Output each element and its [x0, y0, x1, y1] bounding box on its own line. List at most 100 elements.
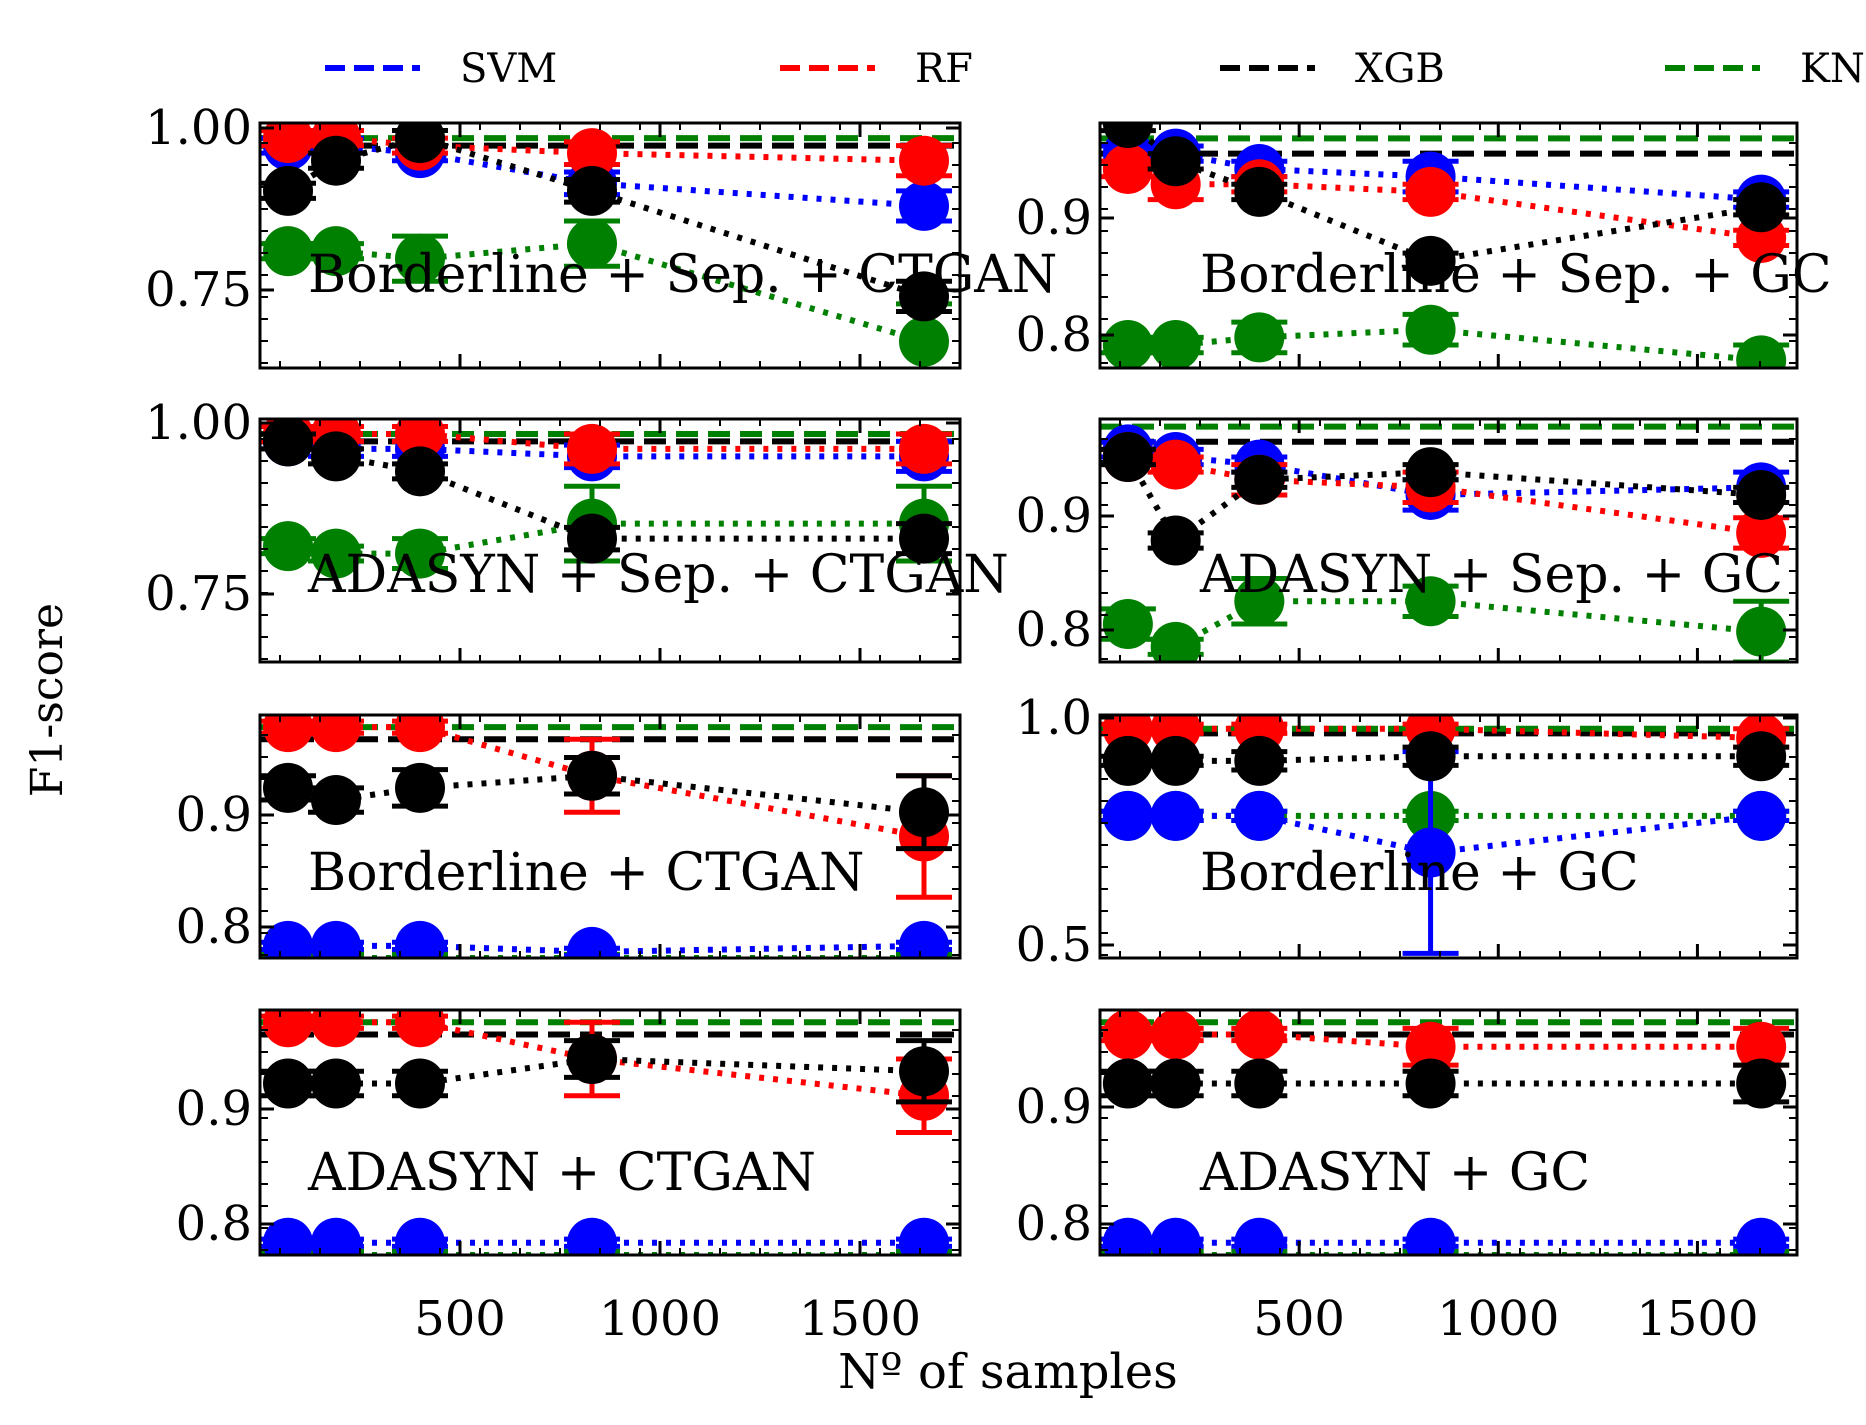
x-tick-label: 1500 — [1636, 1291, 1758, 1347]
panel-frame — [1098, 713, 1799, 960]
point-xgb — [263, 762, 313, 813]
panel-title: ADASYN + CTGAN — [307, 1143, 816, 1203]
point-xgb — [1234, 735, 1285, 786]
point-knn — [1102, 320, 1153, 368]
plot-area — [1100, 423, 1797, 662]
point-knn — [311, 528, 361, 579]
point-xgb — [263, 165, 313, 216]
point-knn — [1234, 576, 1285, 627]
y-tick-label: 1.0 — [1016, 690, 1092, 746]
point-knn — [1234, 312, 1285, 363]
point-svm — [311, 920, 361, 958]
point-svm — [1405, 1217, 1456, 1255]
point-knn — [1405, 304, 1456, 355]
panel-title: ADASYN + Sep. + CTGAN — [307, 545, 1009, 605]
point-svm — [899, 180, 949, 231]
point-xgb — [1405, 447, 1456, 498]
x-tick-label: 1000 — [599, 1291, 721, 1347]
point-xgb — [899, 271, 949, 322]
panel-frame — [258, 1008, 962, 1257]
point-xgb — [395, 123, 445, 164]
point-rf — [1102, 1010, 1153, 1060]
point-xgb — [899, 513, 949, 564]
point-xgb — [567, 750, 617, 801]
point-rf — [1234, 1010, 1285, 1060]
point-xgb — [1150, 735, 1201, 786]
panel-title: ADASYN + Sep. + GC — [1199, 545, 1783, 605]
panel-6: 1.0 0.5 Borderline + GC — [1016, 690, 1799, 973]
panel-frame — [258, 121, 962, 370]
point-svm — [567, 1217, 617, 1255]
point-rf — [1405, 166, 1456, 217]
x-tick-label: 1500 — [799, 1291, 921, 1347]
y-tick-label: 0.8 — [176, 1196, 252, 1252]
point-rf — [263, 1010, 313, 1048]
point-rf — [1736, 1021, 1787, 1072]
point-xgb — [1102, 123, 1153, 148]
legend-label-xgb: XGB — [1355, 46, 1445, 92]
point-xgb — [1102, 1058, 1153, 1109]
point-xgb — [263, 419, 313, 467]
point-knn — [311, 226, 361, 277]
point-svm — [263, 1217, 313, 1255]
y-tick-label: 0.8 — [1016, 1196, 1092, 1252]
plot-area — [1100, 1010, 1797, 1255]
point-rf — [567, 128, 617, 179]
plot-area — [260, 419, 960, 579]
point-svm — [1736, 790, 1787, 841]
panel-frame — [1098, 417, 1799, 664]
point-svm — [311, 1217, 361, 1255]
y-tick-label: 0.9 — [1016, 1079, 1092, 1135]
panel-title: Borderline + Sep. + CTGAN — [308, 245, 1057, 305]
plot-area — [260, 715, 960, 958]
point-xgb — [1150, 136, 1201, 187]
point-xgb — [395, 1058, 445, 1109]
panel-5: 0.9 0.8 Borderline + CTGAN — [176, 713, 962, 960]
plot-area — [1100, 715, 1797, 956]
point-svm — [1102, 790, 1153, 841]
point-rf — [1405, 1021, 1456, 1072]
panel-title: Borderline + Sep. + GC — [1200, 245, 1832, 305]
y-tick-label: 0.75 — [145, 262, 252, 318]
x-tick-label: 500 — [414, 1291, 506, 1347]
y-tick-label: 0.8 — [176, 899, 252, 955]
point-knn — [567, 218, 617, 269]
point-xgb — [1150, 515, 1201, 566]
x-tick-label: 500 — [1253, 1291, 1345, 1347]
point-svm — [567, 926, 617, 958]
x-axis-label: Nº of samples — [838, 1344, 1178, 1400]
panel-4: 0.9 0.8 ADASYN + Sep. + GC — [1016, 417, 1799, 664]
point-xgb — [899, 1046, 949, 1097]
point-xgb — [1736, 731, 1787, 782]
point-knn — [1102, 599, 1153, 650]
y-tick-label: 1.00 — [145, 395, 252, 451]
plot-area — [1100, 123, 1797, 368]
panel-2: 0.9 0.8 Borderline + Sep. + GC — [1016, 121, 1832, 370]
point-xgb — [567, 1034, 617, 1084]
panels: 1.000.75 Borderline + Sep. + CTGAN0.90.8B… — [145, 100, 1832, 1347]
panel-8: 0.9 0.8 ADASYN + GC 500 1000 1500 — [1016, 1008, 1799, 1347]
y-tick-label: 0.9 — [1016, 190, 1092, 246]
point-rf — [1102, 143, 1153, 194]
panel-7: 0.9 0.8 ADASYN + CTGAN 500 1000 1500 — [176, 1008, 962, 1347]
panel-frame — [258, 713, 962, 960]
point-rf — [567, 423, 617, 474]
point-xgb — [899, 787, 949, 838]
point-xgb — [1102, 735, 1153, 786]
point-knn — [263, 226, 313, 277]
y-tick-label: 0.8 — [1016, 602, 1092, 658]
point-rf — [395, 1010, 445, 1048]
point-xgb — [1736, 182, 1787, 233]
panel-title: Borderline + GC — [1200, 843, 1639, 903]
panel-title: Borderline + CTGAN — [308, 843, 865, 903]
point-xgb — [311, 135, 361, 186]
point-svm — [1102, 1217, 1153, 1255]
point-knn — [1405, 576, 1456, 627]
point-rf — [263, 123, 313, 164]
panel-frame — [258, 417, 962, 664]
point-xgb — [1234, 166, 1285, 217]
point-xgb — [263, 1058, 313, 1109]
point-rf — [899, 423, 949, 474]
point-xgb — [1234, 1058, 1285, 1109]
